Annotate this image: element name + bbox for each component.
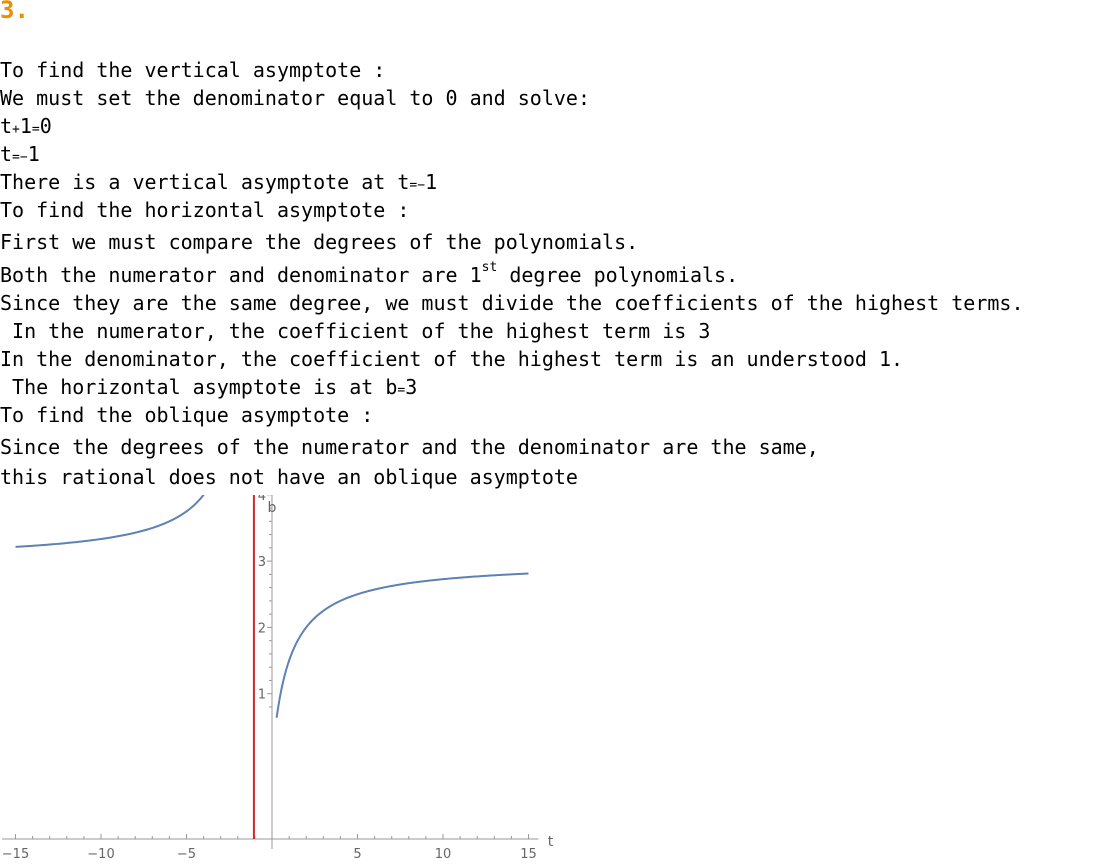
oblique-heading: To find the oblique asymptote :	[0, 403, 374, 427]
vertical-result-minus: −	[417, 178, 426, 193]
vertical-result-var: t	[397, 170, 410, 194]
eq1-zero: 0	[39, 114, 52, 138]
vertical-step: We must set the denominator equal to 0 a…	[0, 86, 591, 110]
horizontal-result: The horizontal asymptote is at b=3	[0, 373, 417, 405]
horizontal-step-2-suffix: degree polynomials.	[497, 263, 739, 287]
eq1-plus: +	[12, 122, 20, 137]
x-tick-label: 5	[353, 847, 361, 862]
eq1-one: 1	[19, 114, 32, 138]
oblique-step-1: Since the degrees of the numerator and t…	[0, 435, 819, 459]
vertical-result-equals: =	[409, 178, 418, 193]
x-tick-label: 15	[520, 847, 537, 862]
horizontal-step-5: In the denominator, the coefficient of t…	[0, 347, 904, 371]
y-tick-label: 2	[258, 621, 266, 636]
left-branch-curve	[15, 495, 205, 548]
horizontal-heading: To find the horizontal asymptote :	[0, 198, 410, 222]
vertical-result-prefix: There is a vertical asymptote at	[0, 170, 398, 194]
equation-2: t=−1	[0, 140, 40, 172]
eq2-one: 1	[27, 142, 40, 166]
horizontal-step-2-prefix: Both the numerator and denominator are 1	[0, 263, 482, 287]
x-tick-label: 10	[435, 847, 452, 862]
right-branch-curve	[275, 572, 529, 718]
equation-1: t+1=0	[0, 112, 52, 144]
horizontal-step-3: Since they are the same degree, we must …	[0, 291, 1024, 315]
x-axis-label: t	[548, 834, 554, 850]
vertical-result: There is a vertical asymptote at t=−1	[0, 168, 437, 200]
horizontal-step-1: First we must compare the degrees of the…	[0, 230, 639, 254]
horizontal-step-2: Both the numerator and denominator are 1…	[0, 261, 738, 289]
eq2-var: t	[0, 142, 13, 166]
vertical-result-one: 1	[425, 170, 438, 194]
y-tick-label: 4	[258, 495, 266, 504]
problem-number: 3.	[0, 0, 29, 24]
horizontal-step-4: In the numerator, the coefficient of the…	[0, 319, 711, 343]
horizontal-result-var: b	[385, 375, 398, 399]
horizontal-result-prefix: The horizontal asymptote is at	[0, 375, 386, 399]
eq2-minus: −	[19, 150, 28, 165]
y-tick-label: 1	[258, 688, 266, 703]
y-tick-label: 3	[258, 555, 266, 570]
horizontal-result-value: 3	[405, 375, 418, 399]
horizontal-result-equals: =	[397, 383, 406, 398]
x-tick-label: −15	[2, 847, 29, 862]
eq1-equals: =	[31, 122, 40, 137]
y-axis-label: b	[268, 500, 277, 516]
x-tick-label: −5	[177, 847, 196, 862]
ordinal-suffix: st	[481, 260, 498, 276]
oblique-step-2: this rational does not have an oblique a…	[0, 465, 578, 489]
eq2-equals: =	[12, 150, 20, 165]
vertical-heading: To find the vertical asymptote :	[0, 58, 386, 82]
eq1-var: t	[0, 114, 13, 138]
function-plot: −15−10−55101512345tb	[2, 495, 554, 862]
x-tick-label: −10	[87, 847, 114, 862]
